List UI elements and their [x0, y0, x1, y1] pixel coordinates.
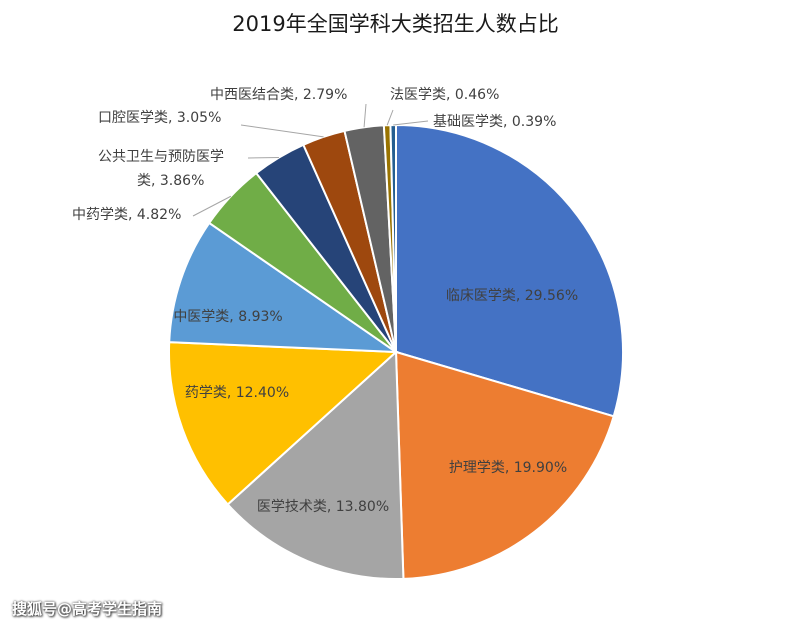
data-label: 临床医学类, 29.56% — [446, 288, 578, 304]
leader-line — [192, 195, 232, 217]
leader-line — [363, 103, 367, 128]
data-label: 中药学类, 4.82% — [72, 207, 181, 223]
data-label: 法医学类, 0.46% — [390, 87, 499, 103]
data-label: 口腔医学类, 3.05% — [98, 110, 221, 126]
pie-slice — [168, 341, 399, 506]
data-label: 药学类, 12.40% — [185, 385, 289, 401]
data-label: 中医学类, 8.93% — [173, 309, 282, 325]
leader-line — [386, 109, 394, 126]
data-label: 基础医学类, 0.39% — [433, 113, 556, 130]
data-label: 类, 3.86% — [137, 173, 204, 189]
pie-slice — [395, 123, 624, 418]
pie-slice — [394, 350, 615, 580]
pie-slice — [168, 221, 400, 354]
data-label: 护理学类, 19.90% — [449, 460, 567, 476]
watermark-text: 搜狐号@高考学生指南 — [12, 600, 163, 618]
data-label: 公共卫生与预防医学 — [98, 149, 224, 165]
leader-line — [393, 120, 429, 126]
chart-title: 2019年全国学科大类招生人数占比 — [232, 12, 559, 36]
data-label: 中西医结合类, 2.79% — [210, 87, 347, 103]
leader-line — [240, 124, 324, 138]
pie-slice — [226, 349, 405, 580]
data-label: 医学技术类, 13.80% — [257, 499, 389, 515]
